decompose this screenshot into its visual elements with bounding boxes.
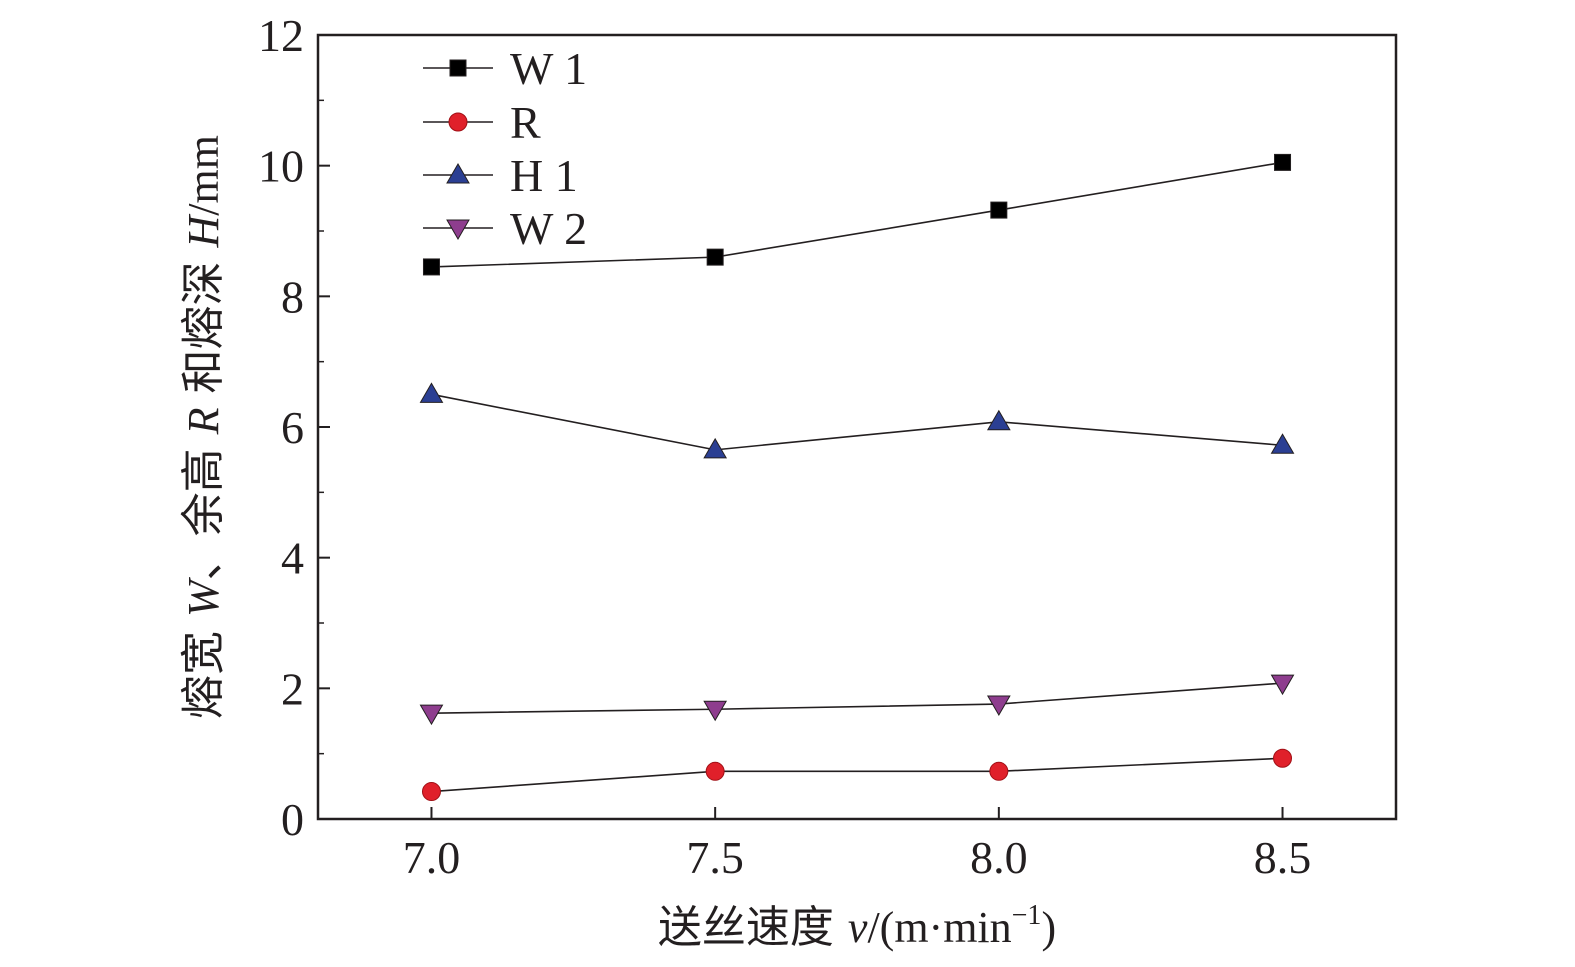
legend-marker: [446, 219, 470, 240]
legend-item: H 1: [423, 150, 578, 201]
series-line: [431, 682, 1283, 714]
legend-marker: [449, 59, 467, 77]
series-line: [431, 161, 1283, 268]
data-point: [986, 409, 1011, 431]
axis-ticks: 7.0 7.5 8.0 8.5 0 2 4 6 8 10 12: [258, 10, 1311, 883]
legend-label: H 1: [510, 150, 578, 201]
series-layer: [419, 153, 1295, 802]
legend-marker: [448, 112, 468, 132]
data-point: [706, 248, 724, 266]
legend-label: W 2: [510, 203, 587, 254]
y-tick-label: 0: [281, 794, 304, 845]
legend-marker: [446, 163, 470, 184]
data-point: [990, 201, 1008, 219]
y-axis-title: 熔宽 W、余高 R 和熔深 H/mm: [178, 135, 229, 719]
series-line: [431, 393, 1283, 451]
y-tick-label: 8: [281, 271, 304, 322]
series-line: [431, 757, 1283, 793]
data-point: [703, 437, 728, 459]
data-point: [419, 704, 444, 726]
data-point: [1274, 153, 1292, 171]
data-point: [989, 761, 1009, 781]
x-tick-label: 7.5: [686, 832, 744, 883]
x-tick-label: 8.5: [1254, 832, 1312, 883]
series-h1: [419, 382, 1295, 459]
y-tick-label: 10: [258, 141, 304, 192]
data-point: [1270, 674, 1295, 696]
legend: W 1RH 1W 2: [423, 43, 587, 254]
legend-item: W 1: [423, 43, 587, 94]
plot-frame: [316, 33, 1398, 821]
data-point: [986, 695, 1011, 717]
data-point: [1273, 748, 1293, 768]
x-tick-label: 8.0: [970, 832, 1028, 883]
y-tick-label: 6: [281, 402, 304, 453]
y-tick-label: 4: [281, 533, 304, 584]
legend-item: W 2: [423, 203, 587, 254]
x-tick-label: 7.0: [403, 832, 461, 883]
series-r: [421, 748, 1293, 802]
series-w2: [419, 674, 1295, 726]
data-point: [422, 258, 440, 276]
data-point: [1270, 433, 1295, 454]
x-axis-title: 送丝速度 v/(m·min−1): [658, 900, 1056, 953]
data-point: [705, 761, 725, 781]
y-tick-label: 12: [258, 10, 304, 61]
legend-label: W 1: [510, 43, 587, 94]
legend-label: R: [510, 97, 541, 148]
series-w1: [422, 153, 1292, 276]
legend-item: R: [423, 97, 541, 148]
data-point: [703, 700, 728, 722]
data-point: [421, 782, 441, 802]
data-point: [419, 382, 444, 403]
y-tick-label: 2: [281, 663, 304, 714]
